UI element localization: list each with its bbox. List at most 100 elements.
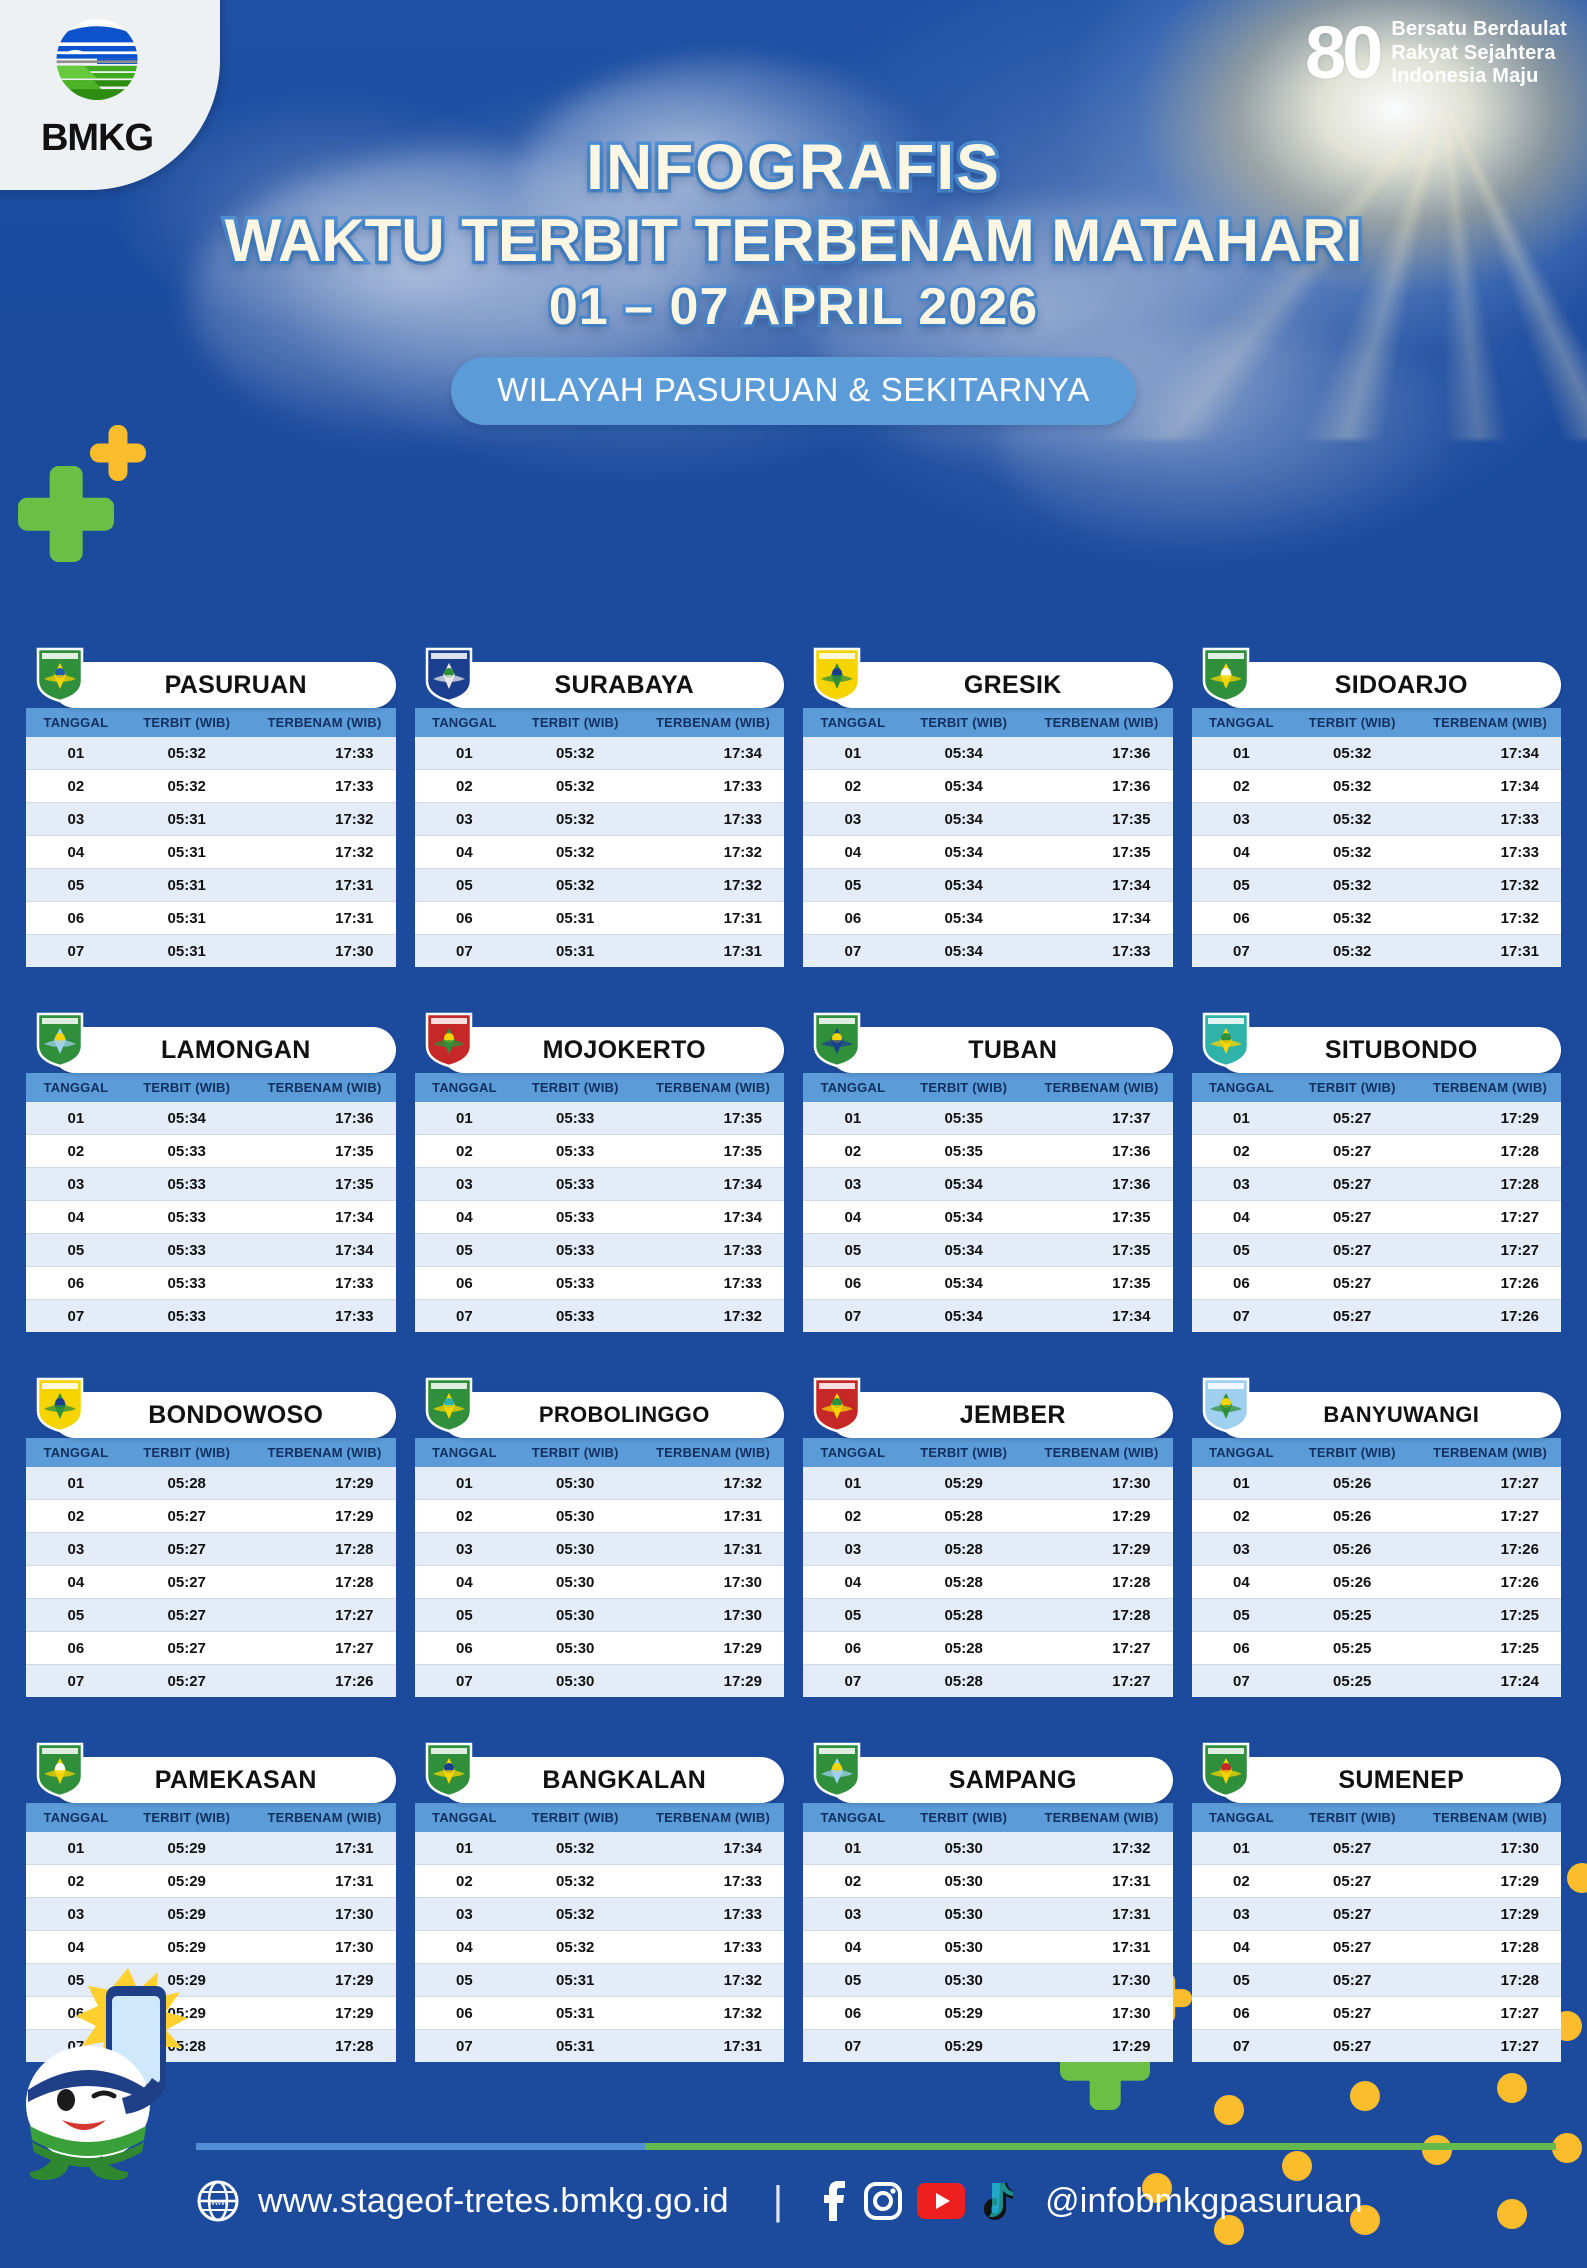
cell-terbenam: 17:31 [1413,934,1561,967]
table-row: 06 05:34 17:34 [803,901,1173,935]
cell-tanggal: 03 [26,1167,126,1201]
cell-terbenam: 17:27 [1413,1467,1561,1500]
table-row: 03 05:33 17:35 [26,1167,396,1201]
cell-tanggal: 02 [26,1499,126,1533]
cell-terbenam: 17:36 [1024,1167,1173,1201]
column-header-terbit: TERBIT (WIB) [514,1438,637,1467]
cell-tanggal: 04 [26,1565,126,1599]
instagram-icon[interactable] [863,2181,903,2221]
sunrise-sunset-table: TANGGAL TERBIT (WIB) TERBENAM (WIB) 01 0… [803,1073,1173,1332]
sun-rays-decoration [1080,0,1587,440]
regency-card: PROBOLINGGO TANGGAL TERBIT (WIB) TERBENA… [414,1348,784,1697]
table-row: 07 05:32 17:31 [1191,934,1561,967]
cell-terbenam: 17:31 [247,901,396,935]
cell-terbenam: 17:26 [1413,1565,1561,1599]
regency-card: SITUBONDO TANGGAL TERBIT (WIB) TERBENAM … [1191,983,1561,1332]
table-row: 03 05:34 17:36 [803,1167,1173,1201]
cell-terbit: 05:30 [902,1897,1025,1931]
regency-card-header: TUBAN [803,1012,1173,1073]
cell-tanggal: 01 [1191,1102,1292,1135]
column-header-terbit: TERBIT (WIB) [1291,1073,1414,1102]
cell-tanggal: 04 [26,1200,126,1234]
cell-terbit: 05:27 [1291,2029,1414,2062]
table-row: 05 05:27 17:27 [1191,1233,1561,1267]
cell-terbit: 05:33 [514,1200,637,1234]
cell-terbit: 05:31 [514,901,637,935]
table-header-row: TANGGAL TERBIT (WIB) TERBENAM (WIB) [1191,1803,1561,1832]
column-header-terbit: TERBIT (WIB) [902,1438,1025,1467]
cell-terbenam: 17:33 [636,1930,784,1964]
cell-tanggal: 03 [414,802,515,836]
regency-name-pill: TUBAN [829,1027,1173,1073]
crest-banyuwangi [1202,1377,1249,1433]
column-header-terbit: TERBIT (WIB) [902,1803,1025,1832]
cell-terbit: 05:34 [902,934,1025,967]
column-header-terbenam: TERBENAM (WIB) [1024,1438,1173,1467]
cell-terbenam: 17:34 [1413,769,1561,803]
cell-terbit: 05:27 [1291,1233,1414,1267]
table-row: 05 05:27 17:27 [26,1598,396,1632]
table-row: 04 05:31 17:32 [26,835,396,869]
crest-lamongan [36,1012,84,1068]
cell-terbit: 05:33 [514,1233,637,1267]
cell-terbenam: 17:31 [1024,1897,1173,1931]
cell-terbenam: 17:30 [636,1565,784,1599]
cell-terbit: 05:27 [1291,1963,1414,1997]
table-row: 05 05:32 17:32 [1191,868,1561,902]
table-header-row: TANGGAL TERBIT (WIB) TERBENAM (WIB) [803,1073,1173,1102]
footer-social-handle[interactable]: @infobmkgpasuruan [1045,2181,1363,2220]
cell-terbit: 05:27 [1291,1996,1414,2030]
table-row: 02 05:26 17:27 [1191,1499,1561,1533]
page-title-daterange: 01 – 07 APRIL 2026 [546,275,1040,339]
cell-tanggal: 01 [803,1832,903,1865]
cell-terbenam: 17:33 [636,1266,784,1300]
table-header-row: TANGGAL TERBIT (WIB) TERBENAM (WIB) [414,1438,784,1467]
table-row: 06 05:31 17:32 [414,1996,784,2030]
cell-tanggal: 01 [1191,1832,1292,1865]
cell-terbenam: 17:27 [1413,1233,1561,1267]
regency-card-header: BANYUWANGI [1192,1377,1561,1438]
cell-terbit: 05:32 [514,769,637,803]
table-header-row: TANGGAL TERBIT (WIB) TERBENAM (WIB) [414,1803,784,1832]
table-row: 03 05:29 17:30 [26,1897,396,1931]
regency-name-pill: MOJOKERTO [440,1027,784,1073]
regency-name: BANYUWANGI [1323,1402,1480,1427]
regency-card: JEMBER TANGGAL TERBIT (WIB) TERBENAM (WI… [803,1348,1173,1697]
column-header-terbit: TERBIT (WIB) [514,708,637,737]
table-row: 04 05:32 17:33 [414,1930,784,1964]
cell-terbit: 05:32 [1291,802,1414,836]
table-row: 06 05:33 17:33 [414,1266,784,1300]
cell-terbenam: 17:33 [636,1233,784,1267]
youtube-icon[interactable] [917,2183,966,2219]
cell-terbit: 05:30 [514,1499,637,1533]
table-row: 07 05:31 17:31 [414,934,784,967]
sunrise-sunset-table: TANGGAL TERBIT (WIB) TERBENAM (WIB) 01 0… [1191,1803,1561,2062]
cell-terbenam: 17:30 [247,934,396,967]
cell-tanggal: 04 [1191,1930,1292,1964]
cell-terbit: 05:26 [1291,1565,1414,1599]
table-row: 06 05:27 17:26 [1191,1266,1561,1300]
crest-sumenep [1202,1742,1249,1798]
cell-terbit: 05:33 [125,1299,248,1332]
footer-website-url[interactable]: www.stageof-tretes.bmkg.go.id [258,2181,729,2220]
cell-terbit: 05:32 [1291,769,1414,803]
page-title-subject: WAKTU TERBIT TERBENAM MATAHARI [221,204,1366,278]
cell-terbenam: 17:31 [247,1832,396,1865]
table-row: 06 05:31 17:31 [26,901,396,935]
cell-terbenam: 17:33 [1024,934,1173,967]
column-header-terbenam: TERBENAM (WIB) [1024,1073,1173,1102]
cell-tanggal: 04 [414,1930,515,1964]
cell-terbenam: 17:31 [1024,1930,1173,1964]
cell-terbenam: 17:32 [636,868,784,902]
cell-terbenam: 17:31 [636,1499,784,1533]
table-row: 06 05:28 17:27 [803,1631,1173,1665]
regency-card-header: SUMENEP [1192,1742,1561,1803]
table-row: 02 05:32 17:33 [26,769,396,803]
cell-terbenam: 17:34 [636,737,784,770]
tiktok-icon[interactable] [979,2181,1014,2221]
cell-tanggal: 04 [803,1200,903,1234]
cell-terbit: 05:28 [902,1598,1025,1632]
facebook-icon[interactable] [819,2180,849,2222]
cell-terbit: 05:33 [514,1266,637,1300]
cell-terbenam: 17:28 [1024,1598,1173,1632]
